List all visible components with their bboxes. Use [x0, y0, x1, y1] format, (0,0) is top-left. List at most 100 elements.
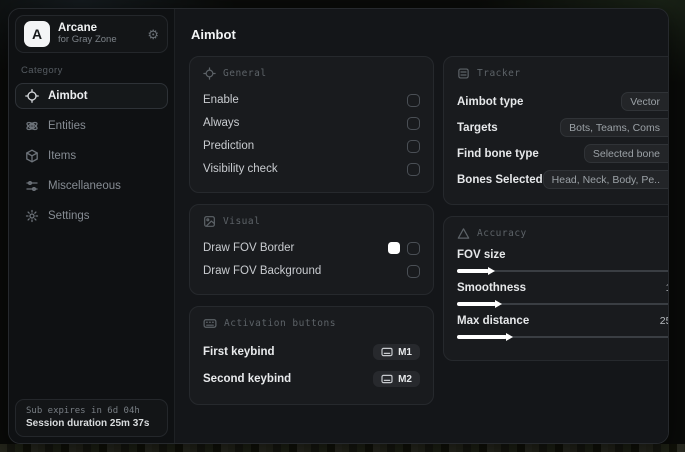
sidebar-nav: Aimbot Entities Items Miscellaneous	[15, 83, 168, 229]
visibility-check-checkbox[interactable]	[407, 162, 420, 176]
crosshair-icon	[25, 89, 39, 103]
row-label: Draw FOV Border	[203, 242, 295, 254]
subscription-card: Sub expires in 6d 04h Session duration 2…	[15, 399, 168, 437]
slider-label: Smoothness	[457, 282, 527, 294]
select-row-targets: Targets Bots, Teams, Coms	[457, 115, 669, 140]
brand-logo: A	[24, 21, 50, 47]
targets-select[interactable]: Bots, Teams, Coms	[560, 118, 669, 137]
card-title: Tracker	[477, 68, 521, 79]
chevrons-up-down-icon	[666, 174, 669, 185]
draw-fov-border-checkbox[interactable]	[407, 241, 420, 255]
accuracy-card: Accuracy FOV size 50° Smoothness	[443, 216, 668, 361]
select-value: Selected bone	[592, 147, 661, 160]
game-ground-texture	[0, 444, 685, 452]
keyboard-icon	[381, 374, 393, 384]
always-checkbox[interactable]	[407, 116, 420, 130]
sidebar-item-settings[interactable]: Settings	[15, 203, 168, 229]
chevrons-up-down-icon	[666, 148, 669, 159]
slider-group-smoothness: Smoothness 15.0	[457, 282, 668, 308]
row-label: Draw FOV Background	[203, 265, 322, 277]
enable-checkbox[interactable]	[407, 93, 420, 107]
select-value: Bots, Teams, Coms	[569, 121, 661, 134]
slider-value: 250m	[659, 315, 668, 327]
bones-selected-select[interactable]: Head, Neck, Body, Pe..	[542, 170, 669, 189]
general-card: General Enable Always Prediction	[189, 56, 434, 193]
keybind-value: M1	[398, 346, 412, 358]
fov-border-color-swatch[interactable]	[388, 242, 400, 254]
chevrons-up-down-icon	[666, 96, 669, 107]
row-label: First keybind	[203, 346, 275, 358]
row-label: Always	[203, 117, 240, 129]
select-row-aimbot-type: Aimbot type Vector	[457, 89, 669, 114]
toggle-row-enable: Enable	[203, 89, 420, 111]
row-label: Visibility check	[203, 163, 278, 175]
sidebar-item-aimbot[interactable]: Aimbot	[15, 83, 168, 109]
sidebar-item-label: Items	[48, 150, 77, 162]
row-label: Second keybind	[203, 373, 292, 385]
sidebar-item-miscellaneous[interactable]: Miscellaneous	[15, 173, 168, 199]
toggle-row-always: Always	[203, 112, 420, 134]
tracker-card: Tracker Aimbot type Vector Targets	[443, 56, 669, 205]
visual-card: Visual Draw FOV Border Draw FOV Backgrou…	[189, 204, 434, 295]
keybind-row-second: Second keybind M2	[203, 366, 420, 392]
prediction-checkbox[interactable]	[407, 139, 420, 153]
toggle-row-draw-fov-background: Draw FOV Background	[203, 260, 420, 282]
sidebar-item-label: Miscellaneous	[48, 180, 121, 192]
keybind-value: M2	[398, 373, 412, 385]
keyboard-icon	[381, 347, 393, 357]
card-title: Activation buttons	[224, 318, 336, 329]
app-window: A Arcane for Gray Zone ⚙ Category Aimbot…	[8, 8, 669, 444]
brand-subtitle: for Gray Zone	[58, 34, 117, 46]
aimbot-type-select[interactable]: Vector	[621, 92, 669, 111]
draw-fov-background-checkbox[interactable]	[407, 264, 420, 278]
toggle-row-visibility-check: Visibility check	[203, 158, 420, 180]
card-title: Accuracy	[477, 228, 527, 239]
select-row-bones-selected: Bones Selected Head, Neck, Body, Pe..	[457, 167, 669, 192]
slider-fill	[457, 300, 502, 308]
chevrons-up-down-icon	[666, 122, 669, 133]
sliders-icon	[26, 180, 38, 192]
slider-group-fov-size: FOV size 50°	[457, 249, 668, 275]
keybind-row-first: First keybind M1	[203, 339, 420, 365]
image-icon	[204, 216, 215, 227]
activation-buttons-card: Activation buttons First keybind M1 Seco…	[189, 306, 434, 405]
max-distance-slider[interactable]	[457, 333, 668, 341]
second-keybind-button[interactable]: M2	[373, 371, 420, 387]
slider-fill	[457, 267, 496, 275]
cube-icon	[26, 149, 38, 163]
gear-icon	[25, 209, 39, 223]
row-label: Aimbot type	[457, 95, 524, 108]
card-title: Visual	[223, 216, 261, 227]
layers-icon	[458, 68, 469, 79]
sidebar-item-label: Aimbot	[48, 90, 88, 102]
row-label: Enable	[203, 94, 239, 106]
sidebar-item-label: Settings	[48, 210, 90, 222]
main-panel: Aimbot General Enable Alwa	[175, 9, 669, 443]
session-duration-text: Session duration 25m 37s	[26, 418, 150, 429]
gear-icon[interactable]: ⚙	[147, 26, 159, 42]
brand-name: Arcane	[58, 21, 97, 34]
card-title: General	[223, 68, 267, 79]
atom-icon	[26, 121, 38, 131]
toggle-row-draw-fov-border: Draw FOV Border	[203, 237, 420, 259]
first-keybind-button[interactable]: M1	[373, 344, 420, 360]
row-label: Find bone type	[457, 147, 539, 160]
slider-group-max-distance: Max distance 250m	[457, 315, 668, 341]
find-bone-type-select[interactable]: Selected bone	[583, 144, 669, 163]
fov-size-slider[interactable]	[457, 267, 668, 275]
select-value: Vector	[630, 95, 661, 108]
crosshair-icon	[203, 67, 216, 80]
sidebar-item-items[interactable]: Items	[15, 143, 168, 169]
slider-fill	[457, 333, 514, 341]
row-label: Targets	[457, 121, 498, 134]
brand-card: A Arcane for Gray Zone ⚙	[15, 15, 168, 53]
smoothness-slider[interactable]	[457, 300, 668, 308]
select-row-find-bone-type: Find bone type Selected bone	[457, 141, 669, 166]
sidebar: A Arcane for Gray Zone ⚙ Category Aimbot…	[9, 9, 175, 443]
triangle-icon	[457, 228, 470, 239]
category-label: Category	[21, 65, 63, 76]
row-label: Prediction	[203, 140, 255, 152]
keyboard-icon	[203, 319, 217, 328]
slider-label: FOV size	[457, 249, 506, 261]
sidebar-item-entities[interactable]: Entities	[15, 113, 168, 139]
